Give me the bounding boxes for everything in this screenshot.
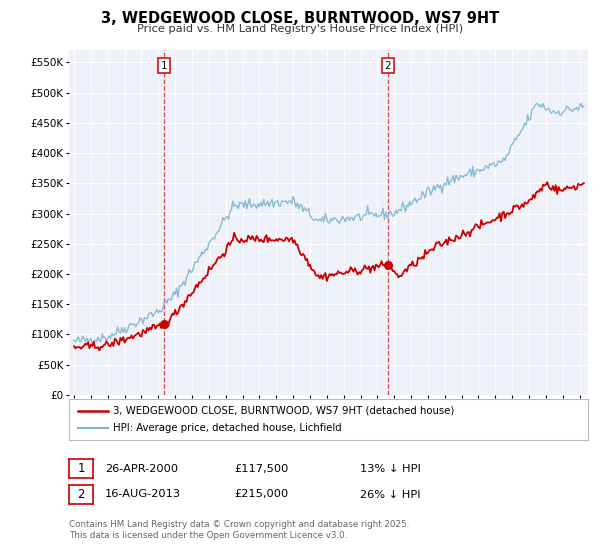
Text: 3, WEDGEWOOD CLOSE, BURNTWOOD, WS7 9HT: 3, WEDGEWOOD CLOSE, BURNTWOOD, WS7 9HT [101,11,499,26]
Text: 13% ↓ HPI: 13% ↓ HPI [360,464,421,474]
Text: Price paid vs. HM Land Registry's House Price Index (HPI): Price paid vs. HM Land Registry's House … [137,24,463,34]
Text: Contains HM Land Registry data © Crown copyright and database right 2025.
This d: Contains HM Land Registry data © Crown c… [69,520,409,540]
Text: 3, WEDGEWOOD CLOSE, BURNTWOOD, WS7 9HT (detached house): 3, WEDGEWOOD CLOSE, BURNTWOOD, WS7 9HT (… [113,405,454,416]
Text: 2: 2 [385,60,391,71]
Text: 16-AUG-2013: 16-AUG-2013 [105,489,181,500]
Text: 2: 2 [77,488,85,501]
Text: 1: 1 [160,60,167,71]
Text: £117,500: £117,500 [234,464,289,474]
Text: HPI: Average price, detached house, Lichfield: HPI: Average price, detached house, Lich… [113,423,342,433]
Text: 26-APR-2000: 26-APR-2000 [105,464,178,474]
Text: £215,000: £215,000 [234,489,288,500]
Text: 1: 1 [77,462,85,475]
Text: 26% ↓ HPI: 26% ↓ HPI [360,489,421,500]
